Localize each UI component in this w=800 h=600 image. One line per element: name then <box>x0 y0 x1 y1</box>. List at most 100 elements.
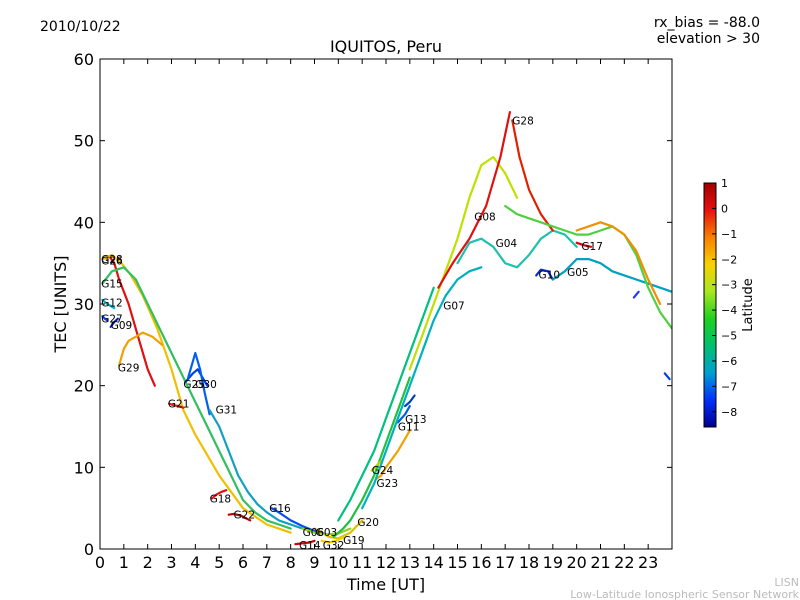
series-line-g24 <box>370 459 383 472</box>
x-tick-label: 16 <box>471 553 491 572</box>
satellite-label-g08: G08 <box>474 212 496 224</box>
series-line-g12 <box>101 298 116 310</box>
colorbar-label: Latitude <box>741 278 756 332</box>
elevation-label: elevation > 30 <box>657 31 760 47</box>
satellite-label-g29: G29 <box>118 363 139 375</box>
series-line-g28c <box>511 119 554 232</box>
colorbar: 1 0 −1 −2 −3 −4 −5 −6 −7 −8 Latitude <box>703 177 756 428</box>
date-label: 2010/10/22 <box>40 19 121 35</box>
x-tick-label: 14 <box>423 553 443 572</box>
satellite-label-g26: G26 <box>101 256 123 268</box>
series-line-g13 <box>404 394 416 408</box>
series-line-g19 <box>332 376 411 538</box>
x-axis-label: Time [UT] <box>346 575 425 594</box>
x-tick-label: 5 <box>214 553 224 572</box>
x-tick-label: 8 <box>286 553 296 572</box>
series-line-g21 <box>168 402 185 409</box>
satellite-label-g28: G28 <box>512 115 534 127</box>
series-line-g05 <box>551 258 672 293</box>
colorbar-tick-label: 1 <box>721 177 728 190</box>
colorbar-tick-label: −2 <box>721 253 737 266</box>
x-tick-label: 11 <box>352 553 372 572</box>
x-tick-label: 18 <box>519 553 539 572</box>
satellite-label-g05: G05 <box>567 267 589 279</box>
satellite-label-g06: G06 <box>303 527 325 539</box>
y-tick-label: 0 <box>84 540 94 559</box>
colorbar-tick-label: 0 <box>721 202 728 215</box>
x-axis: 0 1 2 3 4 5 6 7 8 9 10 11 12 13 14 15 16 17 18 19 20 21 22 23 <box>95 59 658 572</box>
footer-network: Low-Latitude Ionospheric Sensor Network <box>570 588 799 600</box>
series-line-g11 <box>396 405 411 424</box>
satellite-labels: G28G26G15G12G27G09G29G21G25G30G31G18G22G… <box>101 115 603 552</box>
colorbar-tick-label: −3 <box>721 279 737 292</box>
series-line-g28b <box>437 110 511 289</box>
series-line-g30 <box>187 351 211 416</box>
satellite-label-g25: G25 <box>183 379 205 391</box>
series-line-g20 <box>337 286 435 522</box>
colorbar-tick-label: −7 <box>721 380 737 393</box>
satellite-label-g18: G18 <box>210 493 232 505</box>
series-line-g15 <box>101 266 292 530</box>
series-line-g07 <box>361 266 483 510</box>
x-tick-label: 23 <box>638 553 658 572</box>
satellite-label-g21: G21 <box>168 399 190 411</box>
series-line-g10 <box>535 268 554 281</box>
x-tick-label: 3 <box>166 553 176 572</box>
series-line-g32 <box>320 536 345 544</box>
x-tick-label: 9 <box>309 553 319 572</box>
x-tick-label: 12 <box>376 553 396 572</box>
series-line-g29 <box>117 331 164 367</box>
series-line-g27 <box>101 315 109 322</box>
chart-title: IQUITOS, Peru <box>330 37 442 56</box>
satellite-label-g04: G04 <box>496 238 518 250</box>
series-line-g01 <box>504 204 672 330</box>
satellite-label-g24: G24 <box>372 465 394 477</box>
satellite-label-g09: G09 <box>111 320 133 332</box>
colorbar-tick-label: −4 <box>721 304 737 317</box>
satellite-label-g11: G11 <box>398 422 420 434</box>
x-tick-label: 17 <box>495 553 515 572</box>
satellite-label-g31: G31 <box>216 404 238 416</box>
satellite-label-g07: G07 <box>443 301 465 313</box>
footer-acronym: LISN <box>774 576 799 589</box>
series-line-g28 <box>101 255 156 387</box>
colorbar-tick-label: −6 <box>721 355 737 368</box>
series-line-g04 <box>456 229 578 269</box>
x-tick-label: 21 <box>590 553 610 572</box>
satellite-label-g15: G15 <box>101 279 123 291</box>
y-tick-label: 20 <box>74 377 94 396</box>
x-tick-label: 10 <box>328 553 348 572</box>
x-tick-label: 4 <box>190 553 200 572</box>
satellite-label-g13: G13 <box>405 414 427 426</box>
colorbar-tick-label: −8 <box>721 406 737 419</box>
colorbar-gradient <box>703 182 717 428</box>
satellite-label-g30: G30 <box>195 379 217 391</box>
plot-area: G28G26G15G12G27G09G29G21G25G30G31G18G22G… <box>74 50 673 572</box>
x-tick-label: 19 <box>543 553 563 572</box>
bias-label: rx_bias = -88.0 <box>654 15 760 31</box>
x-tick-label: 20 <box>566 553 586 572</box>
y-axis: 0 10 20 30 40 50 60 <box>74 50 672 559</box>
series-line-g17 <box>575 241 593 248</box>
y-tick-label: 60 <box>74 50 94 69</box>
series-line-g18 <box>210 489 228 500</box>
series-line-g09 <box>109 317 120 328</box>
satellite-label-g32: G32 <box>323 540 345 552</box>
x-tick-label: 15 <box>447 553 467 572</box>
satellite-label-g03: G03 <box>316 527 338 539</box>
satellite-label-g20: G20 <box>357 517 379 529</box>
satellite-label-g16: G16 <box>269 503 291 515</box>
series-line-g25 <box>184 368 209 387</box>
series-line-g14 <box>294 539 316 546</box>
y-tick-label: 40 <box>74 213 94 232</box>
colorbar-tick-label: −1 <box>721 228 737 241</box>
satellite-label-g27: G27 <box>101 314 123 326</box>
series-line-g31 <box>208 409 316 533</box>
satellite-label-g12: G12 <box>101 297 123 309</box>
colorbar-tick-label: −5 <box>721 330 737 343</box>
x-tick-label: 13 <box>400 553 420 572</box>
series-line-g33 <box>663 372 671 381</box>
y-tick-label: 30 <box>74 295 94 314</box>
x-tick-label: 6 <box>238 553 248 572</box>
